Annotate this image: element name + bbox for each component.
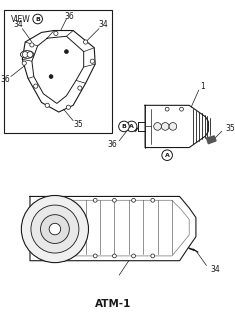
Circle shape [45, 103, 49, 108]
Circle shape [49, 75, 53, 78]
Circle shape [66, 105, 70, 109]
Circle shape [40, 215, 69, 244]
Circle shape [27, 52, 33, 57]
Text: B: B [35, 17, 40, 21]
Circle shape [113, 198, 116, 202]
Circle shape [31, 205, 79, 253]
Circle shape [93, 198, 97, 202]
Polygon shape [130, 124, 137, 131]
Text: 34: 34 [210, 265, 220, 274]
Circle shape [119, 121, 129, 132]
Circle shape [154, 123, 161, 130]
Text: VIEW: VIEW [11, 14, 31, 23]
Circle shape [49, 223, 61, 235]
Polygon shape [207, 136, 216, 144]
Text: 35: 35 [73, 120, 83, 129]
Text: 36: 36 [0, 75, 10, 84]
Circle shape [54, 31, 58, 36]
Text: 34: 34 [98, 20, 108, 29]
Circle shape [161, 123, 169, 130]
Circle shape [22, 52, 28, 57]
Circle shape [30, 43, 34, 47]
Ellipse shape [20, 51, 34, 58]
Text: B: B [121, 124, 126, 129]
Circle shape [93, 254, 97, 258]
Text: 1: 1 [200, 82, 205, 91]
Text: 34: 34 [14, 20, 23, 29]
Circle shape [180, 107, 184, 111]
Circle shape [22, 61, 26, 65]
Circle shape [90, 59, 94, 63]
Circle shape [132, 198, 136, 202]
Circle shape [132, 254, 136, 258]
Text: 36: 36 [108, 140, 117, 149]
Circle shape [78, 86, 82, 90]
Text: A: A [129, 124, 134, 129]
Circle shape [169, 123, 177, 130]
Circle shape [34, 84, 38, 88]
Circle shape [162, 150, 172, 160]
Text: ATM-1: ATM-1 [95, 299, 132, 309]
Circle shape [165, 107, 169, 111]
Circle shape [83, 40, 88, 44]
Circle shape [151, 198, 155, 202]
Text: 35: 35 [226, 124, 235, 133]
Circle shape [113, 254, 116, 258]
Bar [4, 10, 112, 133]
Circle shape [151, 254, 155, 258]
Circle shape [21, 196, 89, 263]
Text: 36: 36 [64, 12, 74, 20]
Text: A: A [165, 153, 170, 158]
Circle shape [33, 14, 43, 24]
Circle shape [126, 121, 137, 132]
Circle shape [65, 50, 68, 53]
